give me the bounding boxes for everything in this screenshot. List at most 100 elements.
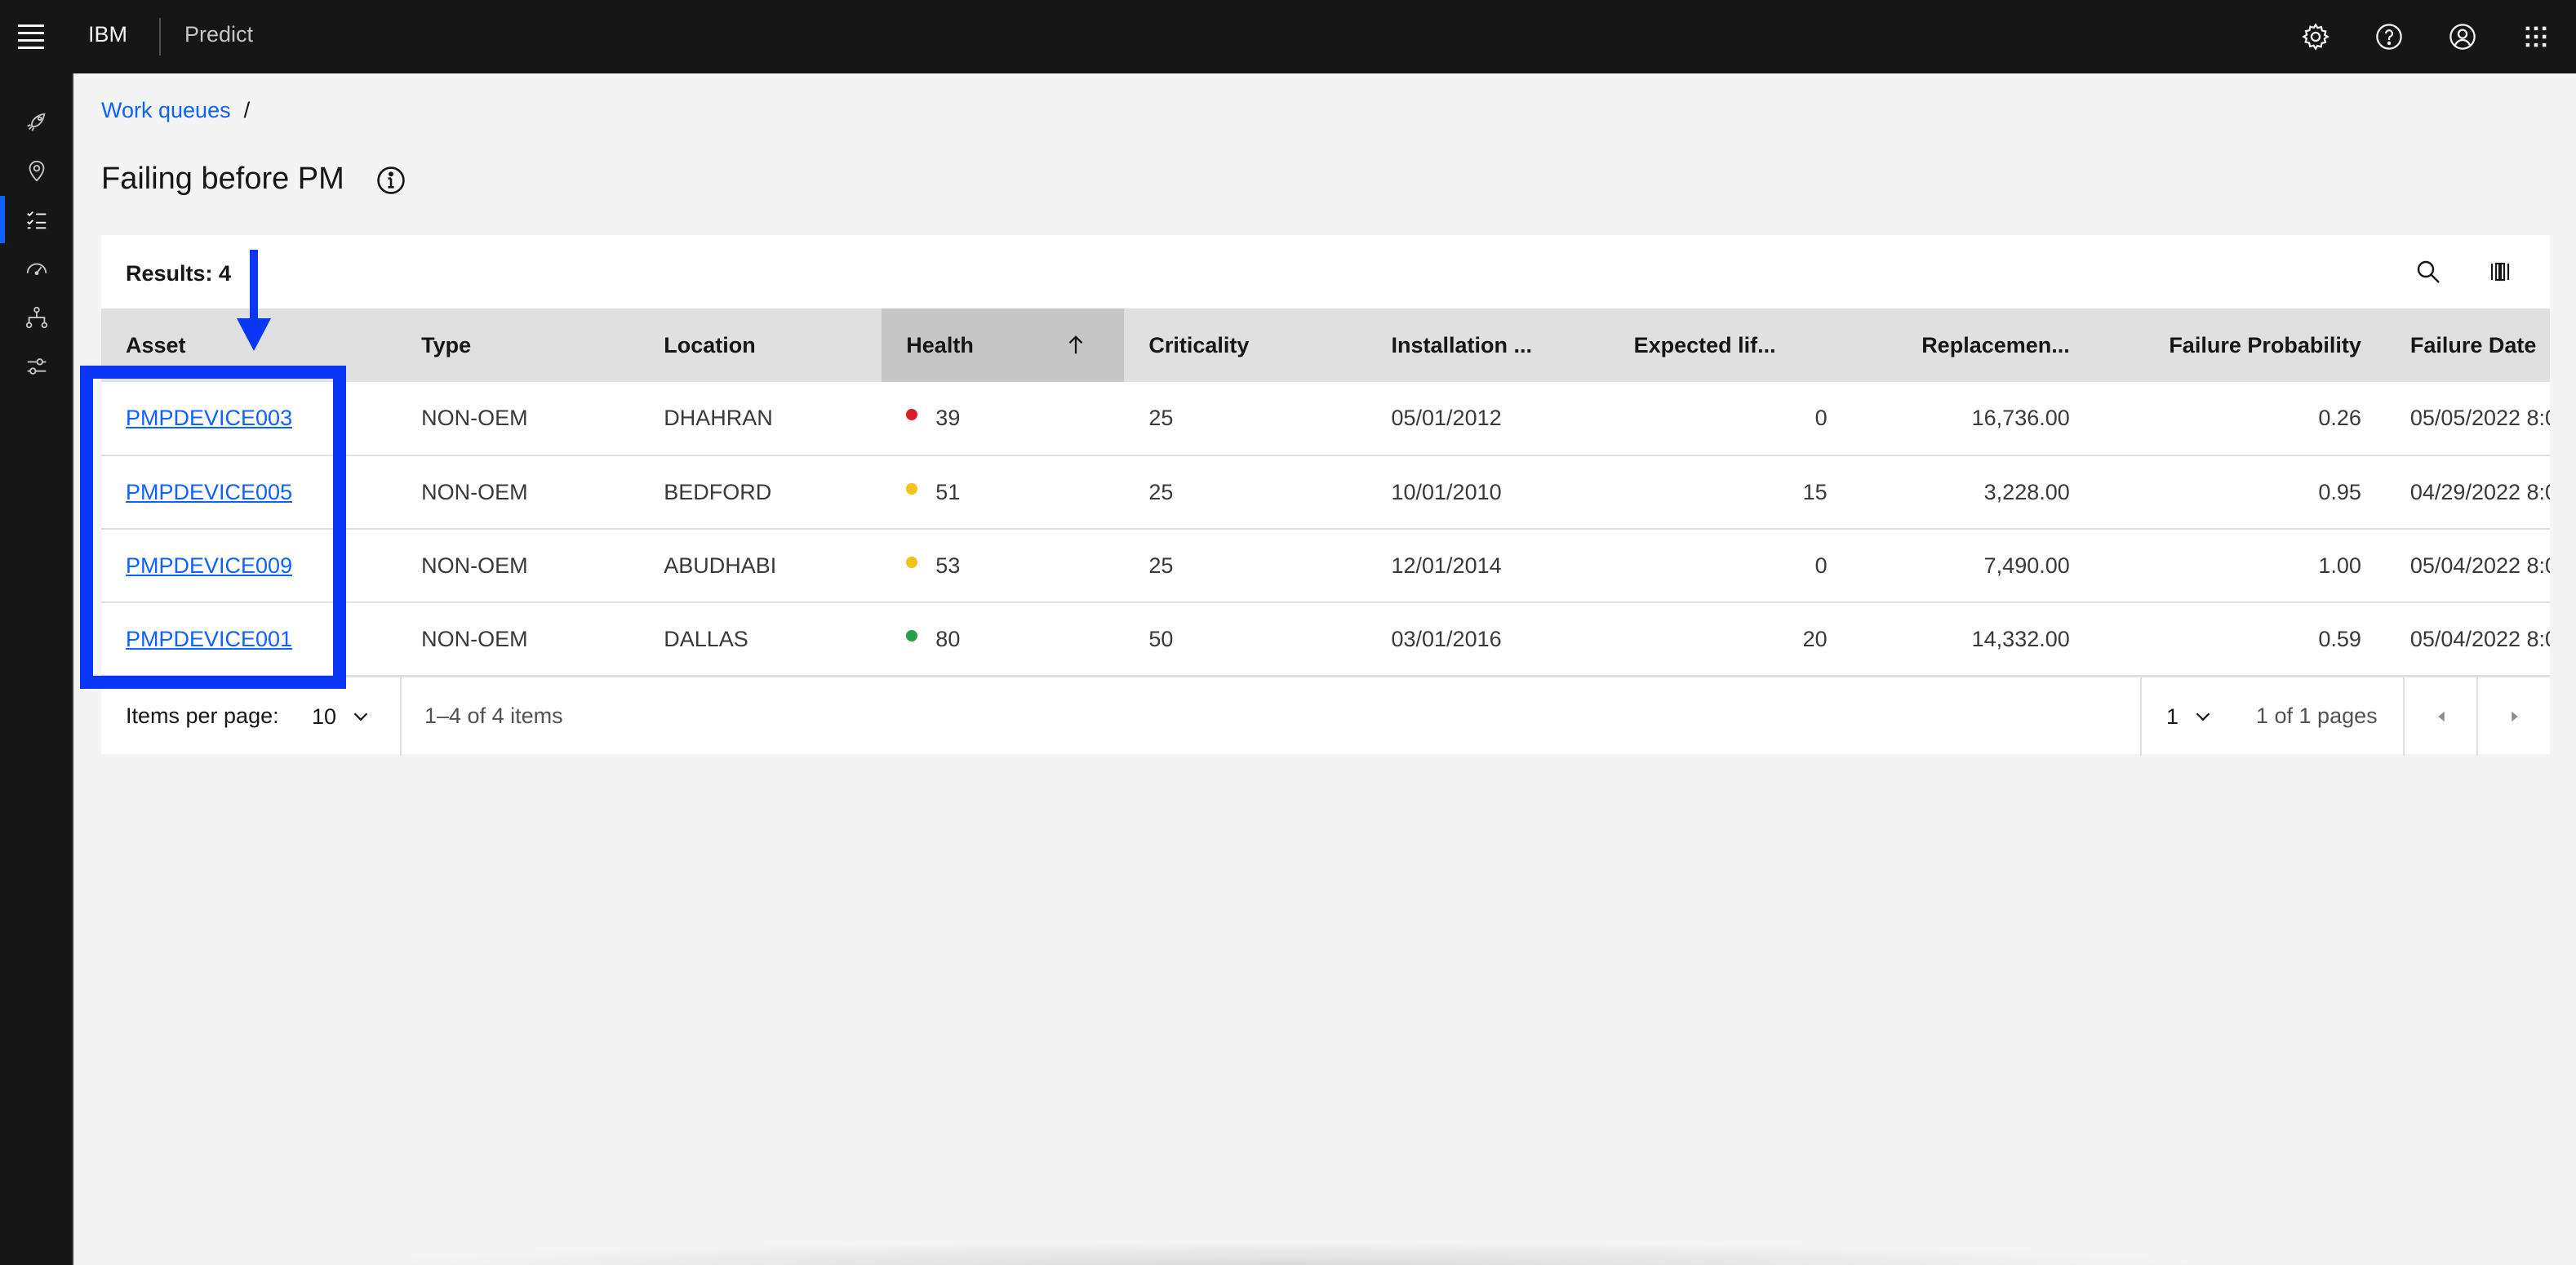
cell-location: DHAHRAN [664,406,773,430]
asset-link[interactable]: PMPDEVICE001 [126,626,293,651]
rocket-icon[interactable] [0,98,73,145]
column-header-health-label: Health [906,332,974,357]
cell-replacement: 3,228.00 [1983,479,2070,504]
items-per-page-select[interactable]: 10 [312,694,402,739]
cell-criticality: 50 [1148,626,1174,651]
chevron-down-icon [2196,712,2210,721]
table-row[interactable]: PMPDEVICE003 NON-OEM DHAHRAN 39 25 05/01… [101,382,2550,455]
caret-left-icon [2438,711,2445,722]
previous-page-button[interactable] [2405,677,2478,756]
cell-type: NON-OEM [421,406,528,430]
health-status-dot [906,482,918,495]
header-divider [159,18,161,55]
product-name: Predict [184,22,254,47]
cell-location: BEDFORD [664,479,772,504]
cell-expected-life: 0 [1814,553,1828,578]
cell-asset: PMPDEVICE005 [101,455,397,529]
cell-asset: PMPDEVICE009 [101,529,397,602]
task-list-icon[interactable] [0,196,73,243]
cell-installation: 12/01/2014 [1391,553,1502,578]
column-header-installation[interactable]: Installation ... [1391,332,1533,357]
assets-table: Asset Type Location Health Criticality I… [101,308,2550,677]
page-title: Failing before PM [101,162,344,196]
page-number-select[interactable]: 1 [2166,694,2232,739]
column-header-location[interactable]: Location [664,332,756,357]
cell-type: NON-OEM [421,626,528,651]
hierarchy-icon[interactable] [0,294,73,341]
location-icon[interactable] [0,147,73,194]
table-header-row: Asset Type Location Health Criticality I… [101,308,2550,382]
cell-installation: 05/01/2012 [1391,406,1502,430]
health-status-dot [906,409,918,420]
results-count: Results: 4 [126,261,232,286]
cell-health: 80 [882,602,1124,676]
cell-replacement: 7,490.00 [1983,553,2070,578]
cell-location: DALLAS [664,626,748,651]
cell-asset: PMPDEVICE003 [101,382,397,455]
health-status-dot [906,556,918,568]
hamburger-menu-icon[interactable] [18,20,54,53]
health-value: 53 [935,553,961,578]
column-settings-icon[interactable] [2478,250,2522,294]
cell-expected-life: 15 [1802,479,1828,504]
cell-replacement: 14,332.00 [1971,626,2070,651]
items-per-page-label: Items per page: [126,704,279,728]
cell-installation: 03/01/2016 [1391,626,1502,651]
bottom-shadow [343,1241,2220,1265]
help-icon[interactable] [2367,15,2411,59]
settings-icon[interactable] [2294,15,2338,59]
cell-failure-probability: 0.59 [2318,626,2361,651]
brand-name[interactable]: IBM [88,22,128,47]
column-header-type[interactable]: Type [421,332,472,357]
next-page-button[interactable] [2478,677,2552,756]
side-navigation-rail [0,73,73,1265]
health-value: 51 [935,479,961,504]
cell-failure-probability: 0.26 [2318,406,2361,430]
caret-right-icon [2512,711,2518,722]
health-value: 80 [935,626,961,651]
column-header-failure-probability[interactable]: Failure Probability [2169,332,2361,357]
column-header-health[interactable]: Health [882,308,1125,382]
pagination-divider [2403,677,2405,756]
dashboard-gauge-icon[interactable] [0,245,73,292]
table-row[interactable]: PMPDEVICE005 NON-OEM BEDFORD 51 25 10/01… [101,455,2550,529]
pagination-divider [2476,677,2478,756]
cell-asset: PMPDEVICE001 [101,602,397,676]
cell-failure-date: 05/04/2022 8:00... [2409,553,2550,578]
cell-health: 51 [882,455,1124,529]
information-icon[interactable] [375,165,406,196]
breadcrumb: Work queues / [101,98,250,123]
cell-health: 53 [882,529,1124,602]
sort-ascending-icon[interactable] [1064,333,1088,357]
items-range: 1–4 of 4 items [424,704,563,728]
cell-criticality: 25 [1148,479,1174,504]
breadcrumb-separator: / [243,98,251,122]
table-row[interactable]: PMPDEVICE009 NON-OEM ABUDHABI 53 25 12/0… [101,529,2550,602]
settings-adjust-icon[interactable] [0,343,73,390]
app-switcher-icon[interactable] [2514,15,2558,59]
health-value: 39 [935,406,961,430]
table-row[interactable]: PMPDEVICE001 NON-OEM DALLAS 80 50 03/01/… [101,602,2550,676]
health-status-dot [906,629,918,641]
pages-of-label: 1 of 1 pages [2256,704,2378,728]
asset-link[interactable]: PMPDEVICE009 [126,553,293,578]
column-header-failure-date[interactable]: Failure Date [2409,332,2537,357]
user-avatar-icon[interactable] [2441,15,2485,59]
pagination-divider [400,677,402,756]
cell-type: NON-OEM [421,553,528,578]
cell-failure-date: 05/04/2022 8:00... [2409,626,2550,651]
column-header-replacement[interactable]: Replacemen... [1921,332,2070,357]
cell-installation: 10/01/2010 [1391,479,1502,504]
table-search-icon[interactable] [2406,250,2450,294]
page-number-value: 1 [2166,704,2179,729]
breadcrumb-link-work-queues[interactable]: Work queues [101,98,231,122]
asset-link[interactable]: PMPDEVICE003 [126,406,293,430]
data-table-container: Results: 4 Asset Type Location Health [101,235,2552,756]
column-header-criticality[interactable]: Criticality [1148,332,1250,357]
column-header-asset[interactable]: Asset [126,332,186,357]
cell-failure-date: 04/29/2022 8:00... [2409,479,2550,504]
column-header-expected-life[interactable]: Expected lif... [1633,332,1776,357]
asset-link[interactable]: PMPDEVICE005 [126,479,293,504]
pagination-bar: Items per page: 10 1–4 of 4 items 1 1 of… [101,676,2552,756]
cell-criticality: 25 [1148,406,1174,430]
